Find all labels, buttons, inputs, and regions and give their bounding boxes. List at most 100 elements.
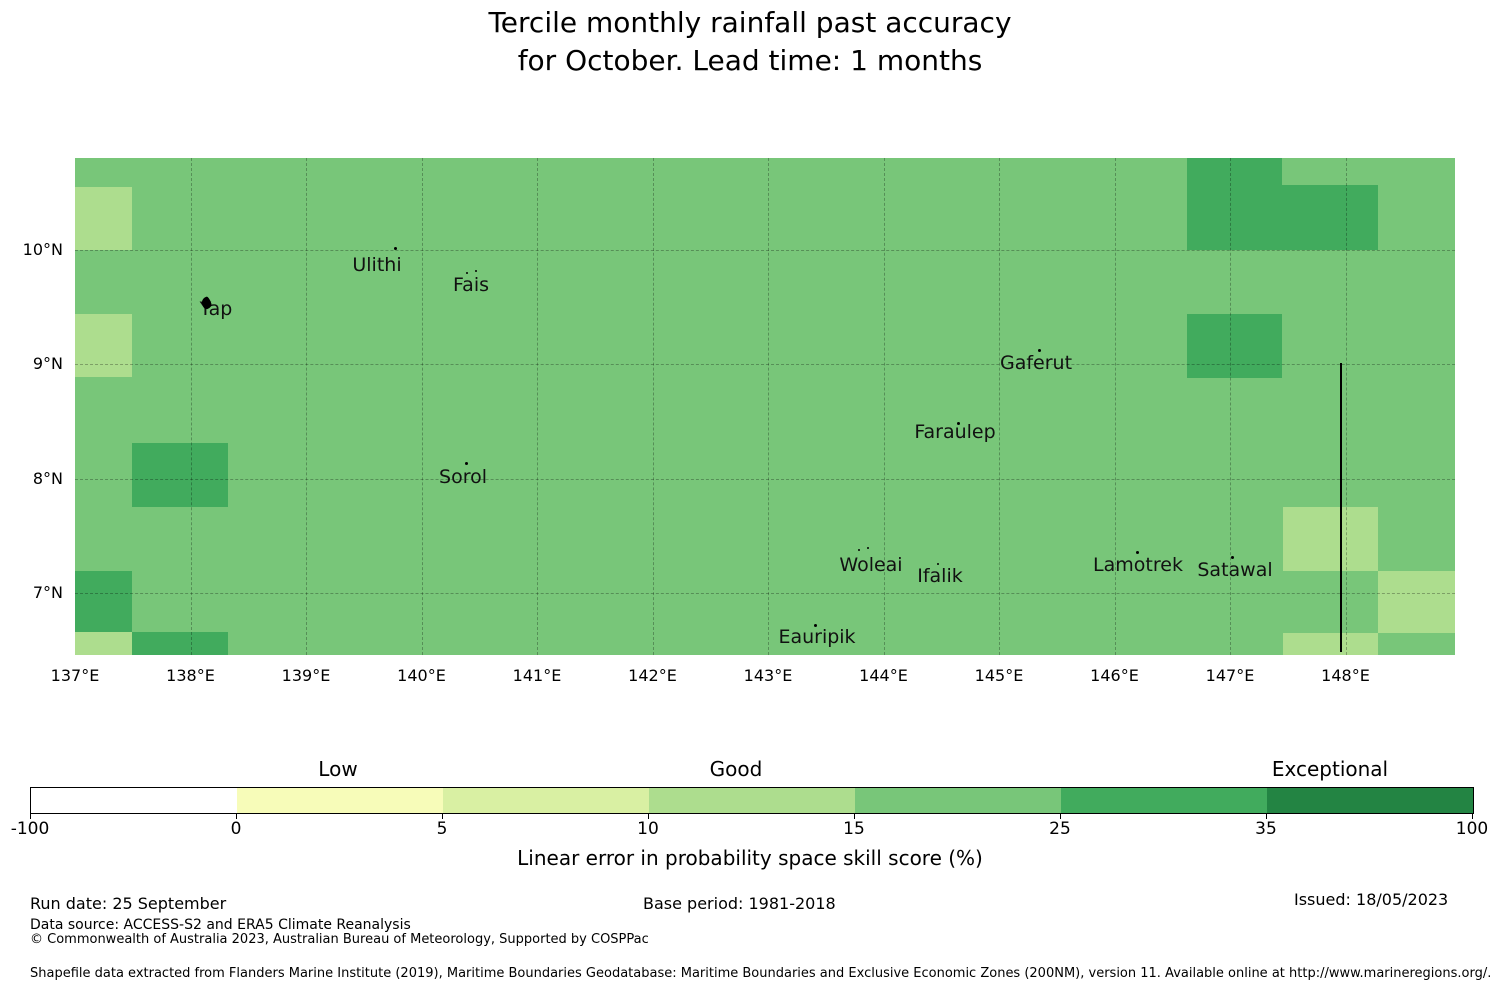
island-label-sorol: Sorol: [439, 466, 487, 488]
y-tick-label: 7°N: [32, 583, 63, 602]
map-cell-bin-25-35: [132, 632, 228, 655]
x-tick-label: 139°E: [281, 666, 331, 685]
meridian-gridline: [537, 158, 538, 655]
x-tick-label: 138°E: [166, 666, 215, 685]
colorbar-tickmark: [1472, 813, 1473, 819]
base-period-text: Base period: 1981-2018: [643, 894, 836, 913]
colorbar-category-low: Low: [318, 757, 358, 781]
meridian-gridline: [190, 158, 192, 655]
shapefile-note-text: Shapefile data extracted from Flanders M…: [30, 966, 1492, 981]
colorbar-category-good: Good: [709, 757, 763, 781]
colorbar-segment--100-to-0: [31, 788, 237, 813]
island-label-ifalik: Ifalik: [917, 565, 963, 587]
map-cell-bin-10-15: [1378, 571, 1455, 633]
colorbar-tickmark: [648, 813, 649, 819]
colorbar-segment-25-to-35: [1061, 788, 1267, 813]
island-marker-eauripik: [814, 624, 817, 627]
island-marker-satawal: [1231, 556, 1234, 559]
colorbar-bar: [30, 787, 1474, 814]
meridian-gridline: [652, 158, 654, 655]
island-label-eauripik: Eauripik: [778, 626, 856, 648]
colorbar-tickmark: [854, 813, 855, 819]
meridian-gridline: [999, 158, 1000, 655]
island-marker-woleai: [867, 547, 869, 549]
island-label-faraulep: Faraulep: [914, 421, 996, 443]
colorbar-tick-label: 35: [1255, 819, 1277, 839]
map-cell-bin-25-35: [1187, 158, 1282, 250]
colorbar-segment-5-to-10: [443, 788, 649, 813]
island-label-satawal: Satawal: [1197, 559, 1273, 581]
map-cell-bin-10-15: [1283, 633, 1378, 655]
figure-title: Tercile monthly rainfall past accuracy f…: [0, 4, 1500, 80]
colorbar-tick-label: 15: [843, 819, 865, 839]
colorbar-segment-10-to-15: [649, 788, 855, 813]
colorbar-segment-15-to-25: [855, 788, 1061, 813]
x-tick-label: 141°E: [512, 666, 562, 685]
x-tick-label: 148°E: [1321, 666, 1370, 685]
island-label-woleai: Woleai: [839, 554, 903, 576]
island-label-lamotrek: Lamotrek: [1093, 554, 1183, 576]
colorbar-tick-label: 10: [637, 819, 659, 839]
map-cell-bin-10-15: [75, 187, 132, 250]
figure-title-line-2: for October. Lead time: 1 months: [517, 44, 983, 77]
map-cell-bin-25-35: [1187, 314, 1282, 378]
colorbar-axis-label: Linear error in probability space skill …: [517, 846, 983, 870]
issued-date-text: Issued: 18/05/2023: [1294, 890, 1449, 909]
x-tick-label: 143°E: [743, 666, 793, 685]
eez-boundary-line: [1340, 363, 1342, 652]
colorbar-tickmark: [1060, 813, 1061, 819]
x-tick-label: 144°E: [859, 666, 908, 685]
meridian-gridline: [306, 158, 307, 655]
x-tick-label: 147°E: [1205, 666, 1255, 685]
x-tick-label: 146°E: [1090, 666, 1139, 685]
parallel-gridline: [75, 250, 1455, 251]
map-cell-bin-25-35: [1282, 185, 1378, 250]
colorbar-tick-label: -100: [10, 819, 50, 839]
map-panel: Ulithi Fais Yap Gaferut Faraulep Sorol Woleai I…: [75, 158, 1455, 655]
island-marker-faraulep: [957, 422, 960, 425]
figure-title-line-1: Tercile monthly rainfall past accuracy: [488, 6, 1012, 39]
island-marker-fais: [466, 272, 468, 274]
x-tick-label: 142°E: [628, 666, 677, 685]
meridian-gridline: [421, 158, 423, 655]
data-source-text: Data source: ACCESS-S2 and ERA5 Climate …: [30, 917, 411, 933]
meridian-gridline: [1345, 158, 1347, 655]
meridian-gridline: [1230, 158, 1231, 655]
y-tick-label: 8°N: [32, 469, 63, 488]
parallel-gridline: [75, 479, 1455, 480]
island-marker-fais: [475, 270, 477, 272]
island-marker-sorol: [465, 462, 468, 465]
parallel-gridline: [75, 363, 1455, 365]
meridian-gridline: [1114, 158, 1116, 655]
island-marker-ifalik: [937, 563, 939, 565]
copyright-text: © Commonwealth of Australia 2023, Austra…: [30, 932, 649, 947]
parallel-gridline: [75, 593, 1455, 594]
y-tick-label: 9°N: [32, 353, 63, 373]
island-marker-ulithi: [394, 247, 397, 250]
colorbar-tick-label: 100: [1455, 819, 1489, 839]
colorbar-tick-label: 0: [230, 819, 242, 839]
colorbar-tick-label: 5: [436, 819, 448, 839]
colorbar-tickmark: [30, 813, 31, 819]
colorbar-tickmark: [1266, 813, 1267, 819]
island-label-ulithi: Ulithi: [352, 254, 402, 276]
colorbar-tick-label: 25: [1049, 819, 1071, 839]
island-label-gaferut: Gaferut: [999, 352, 1073, 374]
island-marker-lamotrek: [1136, 551, 1139, 554]
run-date-text: Run date: 25 September: [30, 894, 227, 913]
colorbar-tickmark: [236, 813, 237, 819]
colorbar-segment-0-to-5: [237, 788, 443, 813]
x-tick-label: 137°E: [50, 666, 100, 685]
x-tick-label: 140°E: [397, 666, 446, 685]
colorbar-category-exceptional: Exceptional: [1271, 757, 1389, 781]
island-label-fais: Fais: [452, 274, 490, 296]
map-cell-bin-10-15: [1283, 507, 1378, 571]
x-tick-label: 145°E: [974, 666, 1024, 685]
meridian-gridline: [883, 158, 885, 655]
map-cell-bin-10-15: [75, 314, 132, 377]
meridian-gridline: [768, 158, 769, 655]
colorbar-segment-35-to-100: [1267, 788, 1473, 813]
colorbar-tickmark: [442, 813, 443, 819]
y-tick-label: 10°N: [22, 240, 63, 259]
